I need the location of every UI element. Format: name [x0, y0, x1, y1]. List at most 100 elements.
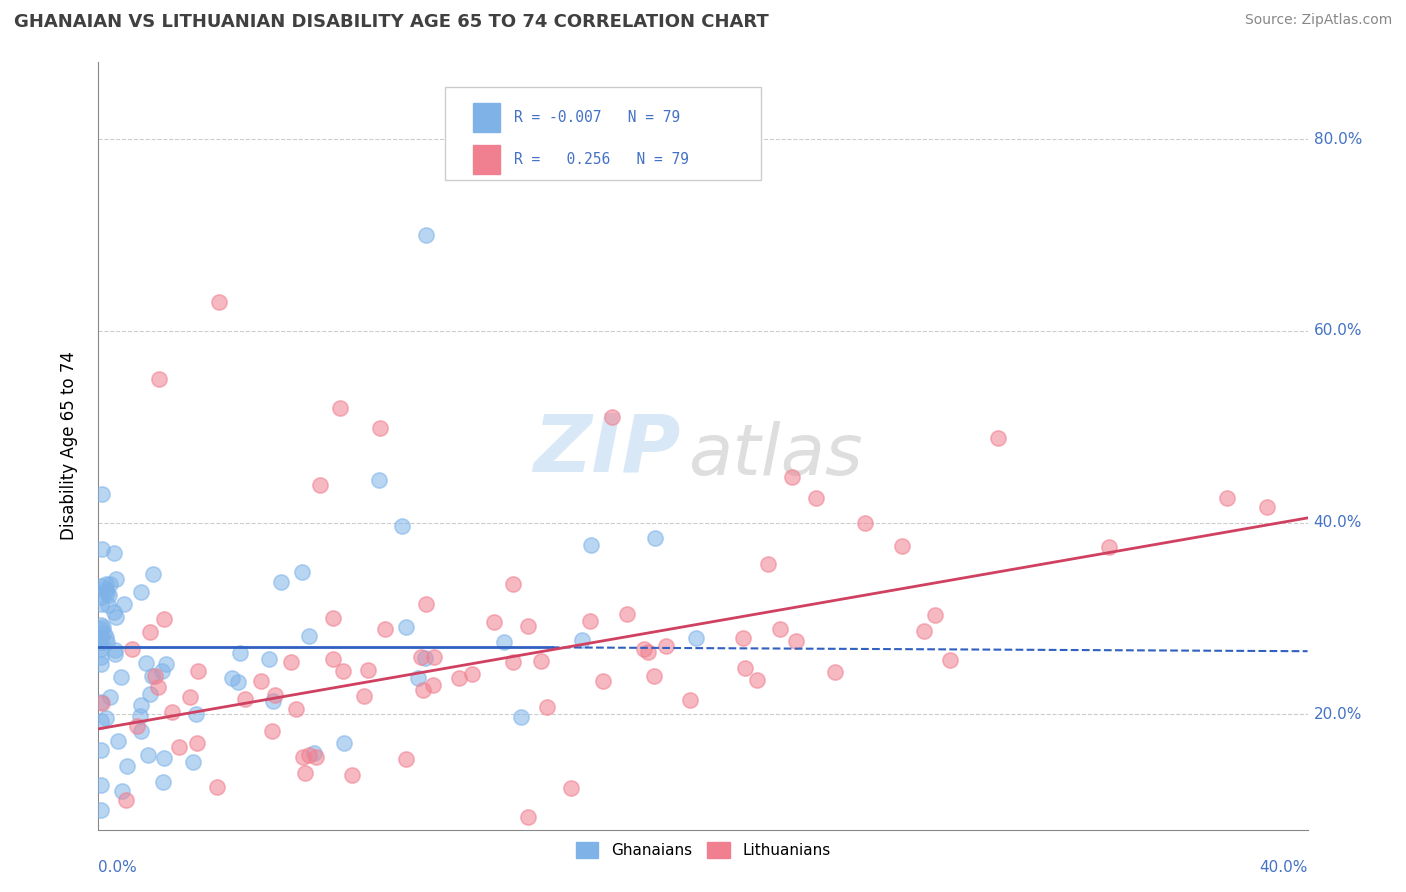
Point: [785, 634, 807, 648]
Point: [103, 605, 125, 619]
Point: [412, 683, 434, 698]
Point: [332, 665, 354, 679]
Point: [321, 651, 343, 665]
Point: [257, 652, 280, 666]
Point: [181, 756, 204, 770]
Point: [141, 668, 163, 682]
Point: [153, 751, 176, 765]
Point: [616, 607, 638, 621]
Point: [90, 804, 112, 818]
Point: [270, 574, 292, 589]
Point: [637, 645, 659, 659]
Point: [104, 643, 127, 657]
Point: [368, 421, 391, 435]
Point: [135, 656, 157, 670]
Text: GHANAIAN VS LITHUANIAN DISABILITY AGE 65 TO 74 CORRELATION CHART: GHANAIAN VS LITHUANIAN DISABILITY AGE 65…: [14, 13, 769, 31]
Point: [104, 647, 127, 661]
Point: [111, 784, 134, 798]
Point: [127, 719, 149, 733]
Point: [90, 618, 112, 632]
Text: Source: ZipAtlas.com: Source: ZipAtlas.com: [1244, 13, 1392, 28]
Point: [148, 372, 170, 386]
Point: [415, 597, 437, 611]
Point: [685, 632, 707, 646]
Point: [94, 577, 117, 591]
Point: [96, 586, 118, 600]
Point: [91, 620, 114, 634]
Point: [332, 736, 354, 750]
Point: [105, 572, 128, 586]
Point: [114, 793, 136, 807]
Point: [129, 724, 152, 739]
Point: [90, 650, 112, 665]
Point: [530, 654, 553, 668]
Point: [142, 566, 165, 581]
FancyBboxPatch shape: [474, 145, 501, 175]
Point: [262, 694, 284, 708]
Point: [150, 665, 173, 679]
Point: [509, 710, 531, 724]
Point: [136, 747, 159, 762]
Point: [91, 630, 114, 644]
Point: [357, 664, 380, 678]
Point: [939, 653, 962, 667]
Point: [494, 634, 516, 648]
Point: [228, 646, 250, 660]
Point: [305, 749, 328, 764]
Point: [226, 675, 249, 690]
Point: [447, 672, 470, 686]
Point: [110, 670, 132, 684]
Point: [353, 689, 375, 703]
Point: [502, 656, 524, 670]
Point: [302, 747, 325, 761]
Point: [395, 752, 418, 766]
Text: 40.0%: 40.0%: [1260, 860, 1308, 875]
Point: [250, 673, 273, 688]
Point: [806, 491, 828, 506]
Point: [924, 608, 946, 623]
Text: 80.0%: 80.0%: [1313, 132, 1362, 146]
Point: [643, 669, 665, 683]
Point: [263, 688, 285, 702]
FancyBboxPatch shape: [474, 103, 501, 132]
Point: [780, 470, 803, 484]
Point: [186, 735, 208, 749]
Point: [139, 688, 162, 702]
Point: [571, 633, 593, 648]
Point: [291, 750, 314, 764]
Point: [329, 401, 352, 415]
Point: [90, 714, 112, 729]
Text: R =   0.256   N = 79: R = 0.256 N = 79: [515, 153, 689, 168]
Point: [98, 690, 121, 704]
Point: [129, 585, 152, 599]
Point: [179, 690, 201, 704]
Point: [233, 692, 256, 706]
Point: [90, 487, 112, 501]
Point: [745, 673, 768, 688]
Point: [853, 516, 876, 530]
Text: R = -0.007   N = 79: R = -0.007 N = 79: [515, 111, 681, 125]
Point: [1098, 540, 1121, 554]
Point: [517, 810, 540, 824]
Point: [824, 665, 846, 679]
Point: [395, 620, 418, 634]
Point: [536, 699, 558, 714]
Point: [409, 650, 432, 665]
Point: [1216, 491, 1239, 506]
Point: [733, 631, 755, 645]
Point: [90, 642, 112, 657]
Point: [1256, 500, 1278, 514]
Point: [291, 565, 314, 579]
Point: [94, 582, 117, 596]
Text: 20.0%: 20.0%: [1313, 707, 1362, 722]
Point: [502, 577, 524, 591]
Point: [107, 734, 129, 748]
Point: [129, 709, 152, 723]
Point: [90, 695, 112, 709]
Point: [90, 622, 112, 636]
Point: [461, 666, 484, 681]
Point: [90, 778, 112, 792]
Text: 60.0%: 60.0%: [1313, 324, 1362, 338]
Point: [90, 634, 112, 648]
Point: [94, 630, 117, 644]
